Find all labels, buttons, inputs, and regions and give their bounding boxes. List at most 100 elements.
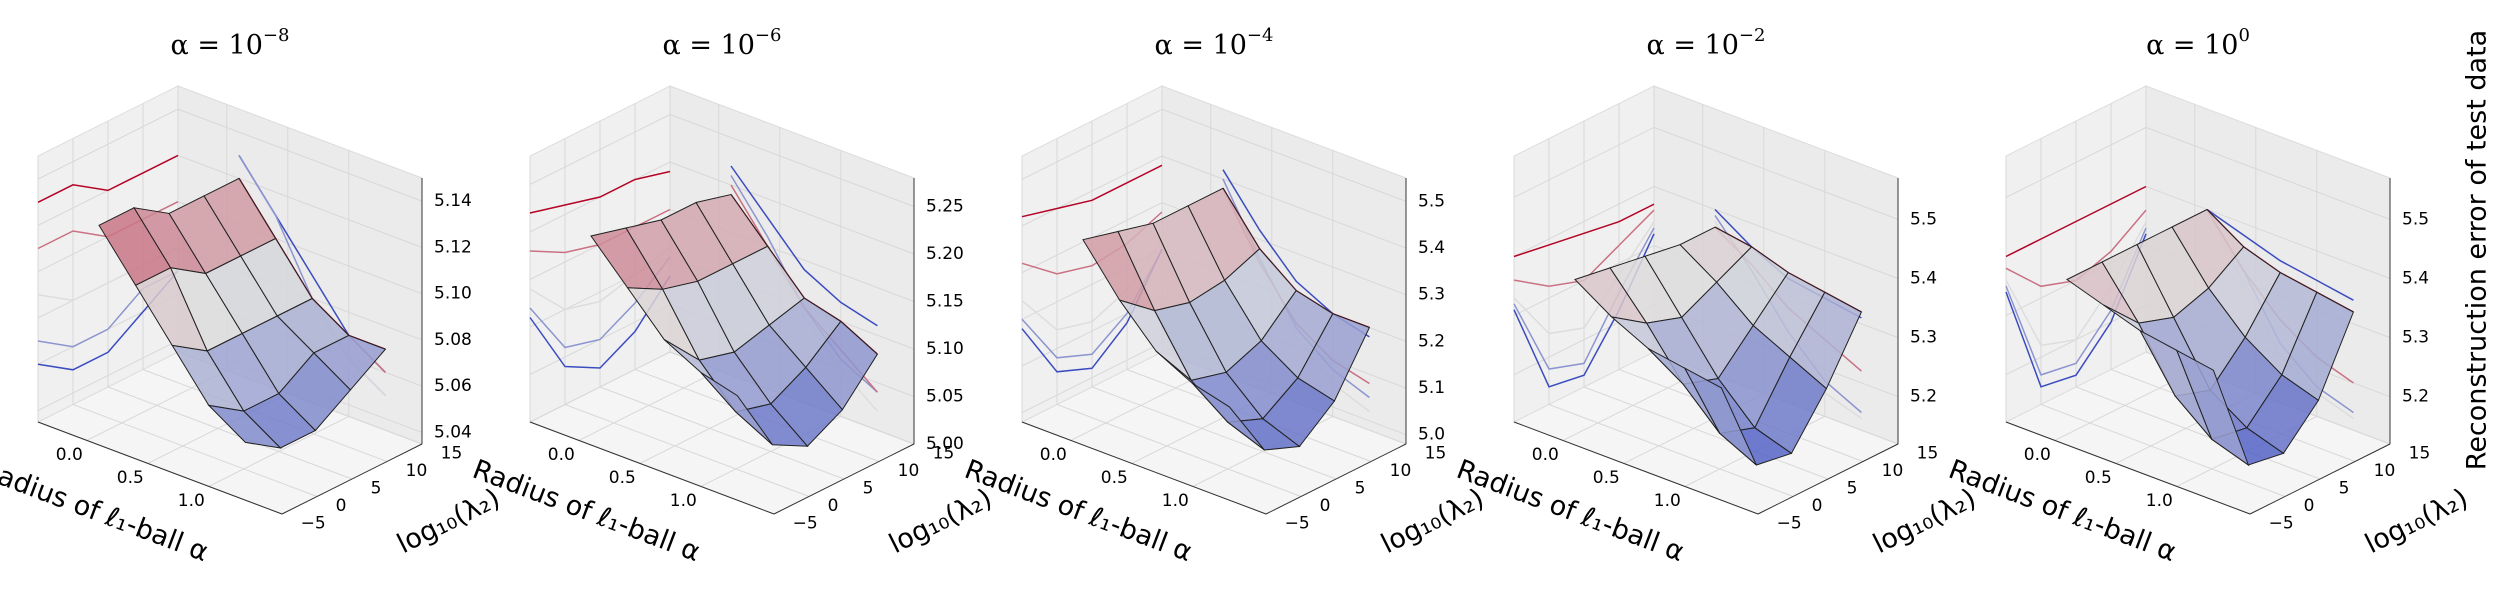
- z-tick-label: 5.4: [1418, 238, 1445, 258]
- panel: 0.0 0.5 1.0 −5 0 5 10 155.00 5.05 5.10 5.15 5.20 5.2…: [468, 25, 997, 568]
- title-exponent: 0: [2238, 25, 2249, 46]
- grid-line: [1583, 386, 1829, 480]
- grid-line: [1056, 404, 1302, 497]
- y-tick-label: −5: [1777, 514, 1802, 534]
- z-tick-label: 5.10: [434, 284, 472, 304]
- x-tick-label: 0.0: [1040, 445, 1067, 465]
- left-projection: [1513, 203, 1655, 258]
- y-tick-label: 5: [371, 479, 382, 499]
- grid-line: [669, 161, 915, 255]
- grid-line: [1021, 155, 1163, 227]
- y-tick-label: 15: [1917, 444, 1939, 464]
- x-tick-label: 0.5: [2085, 468, 2112, 488]
- grid-line: [177, 108, 423, 202]
- z-tick-label: 5.4: [2402, 268, 2429, 288]
- x-axis: [529, 421, 775, 515]
- x-tick-label: 1.0: [1162, 491, 1189, 511]
- title-base: α = 10: [663, 30, 755, 61]
- y-axis-label: log₁₀(λ₂): [1376, 483, 1489, 560]
- grid-line: [1161, 108, 1407, 202]
- y-tick-label: −5: [2269, 514, 2294, 534]
- z-tick-label: 5.14: [434, 191, 472, 211]
- z-tick-label: 5.06: [434, 376, 472, 396]
- panel: 0.0 0.5 1.0 −5 0 5 10 155.0 5.1 5.2 5.3 5.4 5.5 α = 1…: [960, 25, 1489, 568]
- y-tick-label: 0: [336, 496, 347, 516]
- y-axis-label: log₁₀(λ₂): [2360, 483, 2473, 560]
- x-tick-label: 0.5: [117, 468, 144, 488]
- y-tick-label: 0: [828, 496, 839, 516]
- grid-line: [1091, 386, 1337, 480]
- z-tick-label: 5.15: [926, 292, 964, 312]
- z-tick-label: 5.3: [1418, 285, 1445, 305]
- y-tick-label: 0: [1320, 496, 1331, 516]
- y-tick-label: −5: [793, 514, 818, 534]
- left-projection: [1513, 221, 1655, 335]
- y-axis: [1757, 443, 1899, 515]
- y-axis: [773, 443, 915, 515]
- left-projection: [37, 154, 179, 203]
- y-tick-label: −5: [301, 514, 326, 534]
- grid-line: [2040, 404, 2286, 497]
- y-axis: [1265, 443, 1407, 515]
- y-tick-label: 10: [406, 461, 428, 481]
- back-projection: [2206, 208, 2354, 301]
- left-projection: [1021, 164, 1163, 218]
- y-tick-label: 5: [1847, 479, 1858, 499]
- grid-line: [107, 386, 353, 480]
- y-tick-label: 15: [441, 444, 463, 464]
- grid-line: [2075, 386, 2321, 480]
- grid-line: [2145, 186, 2391, 279]
- grid-line: [1513, 186, 1655, 257]
- surface-patch: [207, 404, 282, 449]
- z-tick-label: 5.3: [2402, 328, 2429, 348]
- left-projection: [529, 170, 671, 214]
- z-tick-label: 5.0: [1418, 425, 1445, 445]
- title-exponent: −8: [263, 25, 290, 46]
- title-base: α = 10: [1647, 30, 1739, 61]
- grid-line: [669, 114, 915, 207]
- y-tick-label: 15: [2409, 444, 2431, 464]
- z-tick-label: 5.12: [434, 237, 472, 257]
- x-tick-label: 0.0: [2024, 445, 2051, 465]
- grid-line: [1548, 404, 1794, 497]
- y-tick-label: −5: [1285, 514, 1310, 534]
- x-axis: [1513, 421, 1759, 515]
- x-tick-label: 1.0: [1654, 491, 1681, 511]
- y-axis-label: log₁₀(λ₂): [1868, 483, 1981, 560]
- y-tick-label: 10: [1882, 461, 1904, 481]
- grid-line: [529, 351, 671, 423]
- title-exponent: −4: [1247, 25, 1274, 46]
- x-axis: [1021, 421, 1267, 515]
- x-tick-label: 1.0: [670, 491, 697, 511]
- surface-patch: [700, 371, 773, 446]
- y-tick-label: 15: [933, 444, 955, 464]
- title-base: α = 10: [2146, 30, 2238, 61]
- panel-title: α = 10−2: [1647, 25, 1766, 61]
- x-tick-label: 1.0: [2146, 491, 2173, 511]
- z-axis-label: Reconstruction error of test data: [2462, 30, 2493, 470]
- grid-line: [1653, 126, 1899, 220]
- z-tick-label: 5.3: [1910, 328, 1937, 348]
- grid-line: [1513, 126, 1655, 198]
- z-tick-label: 5.04: [434, 422, 472, 442]
- y-tick-label: 15: [1425, 444, 1447, 464]
- z-tick-label: 5.1: [1418, 378, 1445, 398]
- y-tick-label: 5: [2339, 479, 2350, 499]
- x-tick-label: 1.0: [178, 491, 205, 511]
- z-tick-label: 5.2: [2402, 387, 2429, 407]
- grid-line: [599, 386, 845, 480]
- x-tick-label: 0.0: [1532, 445, 1559, 465]
- z-tick-label: 5.5: [1418, 191, 1445, 211]
- x-tick-label: 0.0: [548, 445, 575, 465]
- surface-patch: [2175, 349, 2250, 467]
- x-tick-label: 0.0: [56, 445, 83, 465]
- grid-line: [529, 114, 671, 185]
- panel-title: α = 100: [2146, 25, 2250, 61]
- y-tick-label: 10: [898, 461, 920, 481]
- x-axis: [37, 421, 283, 515]
- y-axis: [281, 443, 423, 515]
- panel: 0.0 0.5 1.0 −5 0 5 10 155.04 5.06 5.08 5.10 5.12 5.1…: [0, 25, 505, 568]
- z-tick-label: 5.4: [1910, 268, 1937, 288]
